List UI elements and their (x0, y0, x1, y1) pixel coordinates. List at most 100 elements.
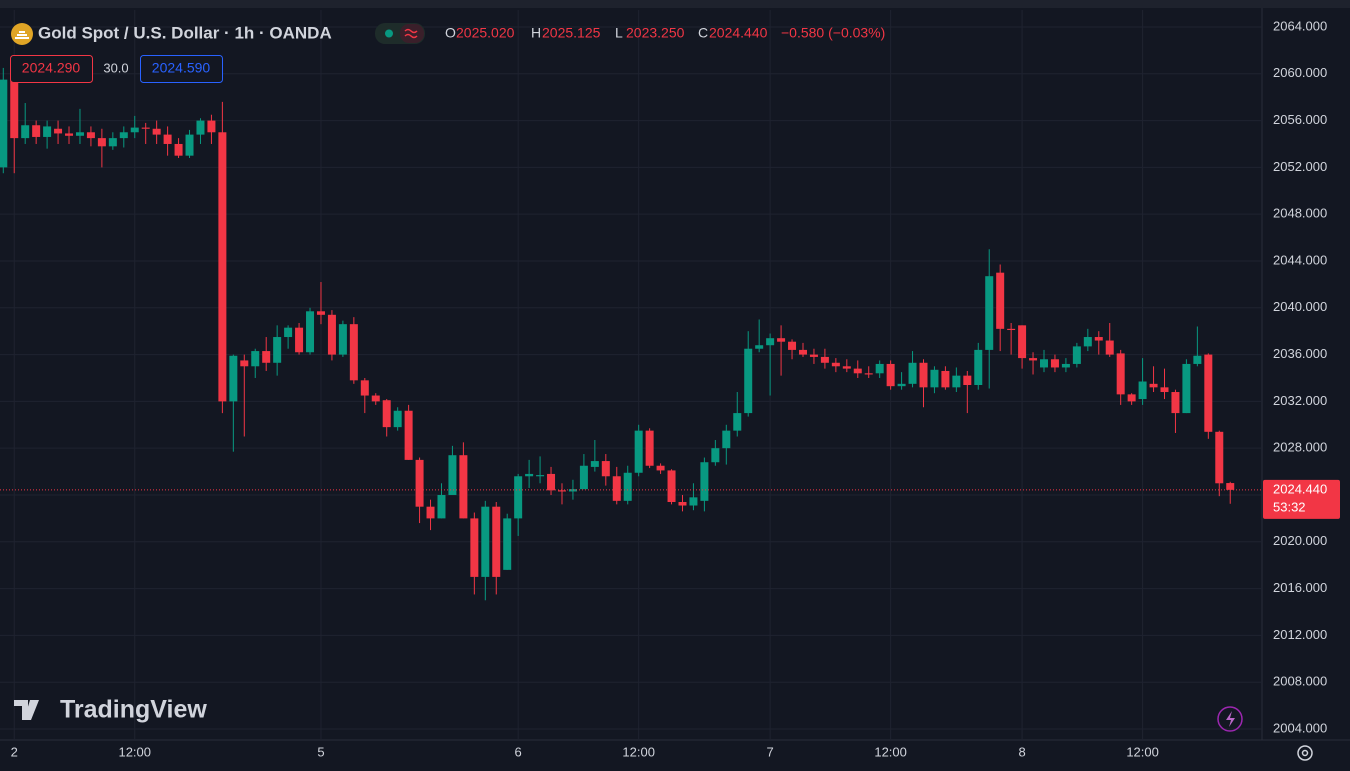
candle-body (1116, 353, 1125, 395)
candle-body (54, 128, 63, 134)
candle-body (853, 368, 862, 374)
candle-body (86, 132, 95, 139)
x-tick-label: 12:00 (118, 744, 151, 759)
candle-body (1083, 337, 1092, 347)
candle-body (1160, 387, 1169, 393)
lightning-button[interactable] (1217, 706, 1243, 732)
y-tick-label: 2012.000 (1273, 627, 1327, 642)
toggle-wave-bg (400, 24, 424, 43)
candle-body (634, 430, 643, 473)
candle-body (809, 354, 818, 357)
last-price-label: 2024.440 (1273, 481, 1327, 496)
candle-body (240, 360, 249, 367)
spread: 30.0 (103, 60, 128, 75)
candle-body (349, 324, 358, 381)
candle-body (32, 125, 41, 137)
candle-body (667, 470, 676, 503)
candle-body (185, 134, 194, 156)
candle-body (875, 363, 884, 374)
ohlc-key: O (445, 25, 456, 41)
candle-body (21, 125, 30, 139)
symbol-title: Gold Spot / U.S. Dollar · 1h · OANDA (38, 23, 332, 42)
candle-body (777, 338, 786, 342)
candle-body (744, 348, 753, 414)
ask-box[interactable] (140, 55, 223, 83)
candle-body (557, 490, 566, 492)
candle-body (590, 461, 599, 467)
candle-body (130, 127, 139, 133)
candle-body (864, 373, 873, 375)
y-tick-label: 2032.000 (1273, 393, 1327, 408)
toggle-wave (404, 28, 418, 39)
y-tick-label: 2048.000 (1273, 206, 1327, 221)
overlay: Gold Spot / U.S. Dollar · 1h · OANDA 202… (0, 18, 1340, 761)
x-tick-label: 12:00 (622, 744, 655, 759)
candle-body (678, 502, 687, 506)
candle-body (525, 473, 534, 477)
candle-body (886, 363, 895, 387)
candle-body (97, 138, 106, 147)
last-price-tag (1263, 479, 1340, 519)
candle-body (930, 369, 939, 388)
candle-body (568, 489, 577, 492)
candle-body (1204, 354, 1213, 432)
candle-body (656, 465, 665, 471)
candle-body (1039, 359, 1048, 368)
candle-body (481, 506, 490, 577)
candle-body (251, 351, 260, 367)
candle-body (174, 143, 183, 156)
candle-body (514, 476, 523, 519)
bid-price: 2024.290 (22, 60, 81, 76)
candle-body (601, 461, 610, 477)
price-change: −0.580 (−0.03%) (781, 25, 885, 41)
candle-body (1182, 363, 1191, 414)
ohlc-value: 2025.125 (542, 25, 601, 41)
candle-body (218, 132, 227, 402)
candle-body (360, 380, 369, 396)
candle-body (536, 475, 545, 477)
candle-body (820, 356, 829, 363)
candle-body (65, 133, 74, 136)
candle-body (645, 430, 654, 466)
candle-body (700, 462, 709, 501)
candle-body (470, 518, 479, 577)
candle-body (437, 494, 446, 519)
y-tick-label: 2056.000 (1273, 112, 1327, 127)
candle-body (273, 337, 282, 363)
candle-body (75, 132, 84, 136)
toggle-dot (385, 29, 393, 38)
candle-body (448, 455, 457, 495)
lightning-icon (1226, 711, 1235, 727)
candle-body (1072, 346, 1081, 364)
candle-body (10, 79, 19, 139)
bid-box[interactable] (10, 55, 93, 83)
x-tick-label: 12:00 (874, 744, 907, 759)
candle-body (415, 459, 424, 507)
y-tick-label: 2008.000 (1273, 674, 1327, 689)
candle-body (547, 473, 556, 491)
candle-body (689, 497, 698, 506)
y-tick-label: 2016.000 (1273, 580, 1327, 595)
candle-body (952, 375, 961, 388)
candle-body (1149, 383, 1158, 388)
candle-body (1105, 340, 1114, 355)
candle-body (1127, 394, 1136, 402)
candle-body (722, 430, 731, 449)
candle-body (316, 311, 325, 315)
candle-body (623, 472, 632, 501)
x-tick-label: 7 (767, 744, 774, 759)
x-tick-label: 6 (515, 744, 522, 759)
candle-body (338, 324, 347, 355)
watermark: TradingView (60, 696, 207, 724)
candle-body (284, 327, 293, 338)
candle-body (1138, 381, 1147, 400)
candles (0, 67, 1235, 601)
candle-body (382, 400, 391, 428)
candle-body (426, 506, 435, 519)
candle-body (1215, 431, 1224, 484)
y-tick-label: 2004.000 (1273, 720, 1327, 735)
settings-button[interactable] (1297, 745, 1313, 761)
candle-body (941, 370, 950, 388)
candle-body (43, 126, 52, 137)
